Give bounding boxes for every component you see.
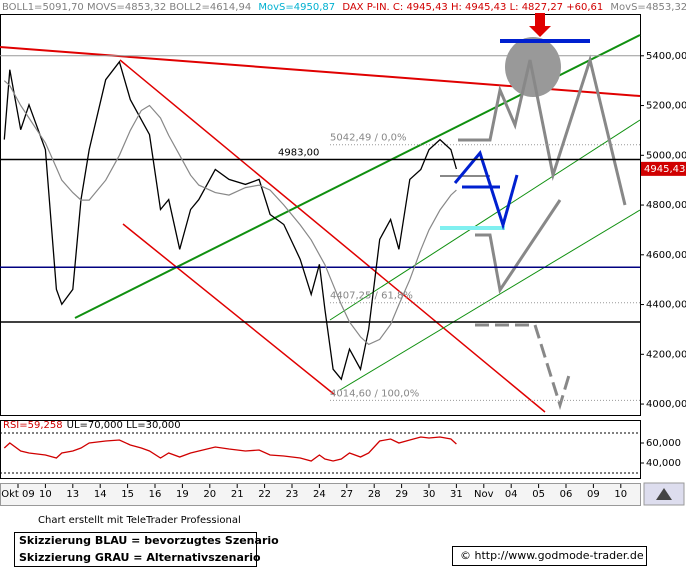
series-line (3, 60, 458, 381)
x-tick-label: 10 (614, 489, 627, 500)
header-part: MovS=4950,87 (258, 2, 335, 13)
x-tick-label: 13 (66, 489, 79, 500)
x-tick-label: 19 (176, 489, 189, 500)
series-line (3, 436, 457, 462)
x-tick-label: 23 (286, 489, 299, 500)
x-tick-label: 31 (450, 489, 463, 500)
trend-line (119, 59, 546, 413)
x-tick-label: 29 (395, 489, 408, 500)
x-tick-label: 15 (121, 489, 134, 500)
x-axis-strip (0, 483, 641, 506)
legend-box (14, 532, 257, 567)
target-zone (505, 37, 561, 97)
y-tick-label: 4800,00 (646, 200, 686, 211)
x-tick-label: 24 (313, 489, 326, 500)
rsi-title: RSI=59,258 UL=70,000 LL=30,000 (3, 420, 181, 431)
alt-scenario (475, 323, 572, 411)
last-price-label: 4945,43 (644, 164, 685, 175)
legend-line: Skizzierung BLAU = bevorzugtes Szenario (19, 534, 279, 547)
alt-scenario (475, 199, 562, 294)
x-tick-label: 22 (258, 489, 271, 500)
rsi-panel (0, 420, 641, 479)
level-label: 4983,00 (278, 148, 319, 159)
credit: Chart erstellt mit TeleTrader Profession… (38, 515, 241, 526)
copyright: © http://www.godmode-trader.de (460, 549, 644, 562)
x-tick-label: 20 (203, 489, 216, 500)
trend-line (122, 223, 336, 396)
x-tick-label: Okt 09 (1, 489, 35, 500)
y-tick-label: 5400,00 (646, 51, 686, 62)
level-label: 5042,49 / 0,0% (330, 133, 406, 144)
x-tick-label: 30 (423, 489, 436, 500)
arrow (529, 13, 551, 37)
trend-line (339, 209, 641, 391)
header-part: BOLL1=5091,70 MOVS=4853,32 BOLL2=4614,94 (2, 2, 251, 13)
x-tick-label: 04 (505, 489, 518, 500)
x-tick-label: Nov (474, 489, 494, 500)
level-label: 4407,25 / 61,8% (330, 291, 413, 302)
y-tick-label: 60,000 (646, 438, 681, 449)
x-tick-label: 10 (39, 489, 52, 500)
x-tick-label: 27 (340, 489, 353, 500)
x-tick-label: 28 (368, 489, 381, 500)
header-part: DAX P-IN. C: 4945,43 H: 4945,43 L: 4827,… (342, 2, 603, 13)
copyright-box (452, 546, 647, 566)
y-tick-label: 5000,00 (646, 150, 686, 161)
x-tick-label: 09 (587, 489, 600, 500)
y-tick-label: 4200,00 (646, 349, 686, 360)
last-price-box (641, 161, 686, 176)
header-text: BOLL1=5091,70 MOVS=4853,32 BOLL2=4614,94… (2, 2, 686, 13)
x-tick-label: 06 (560, 489, 573, 500)
button-icon (656, 488, 672, 500)
rsi-value: RSI=59,258 (3, 420, 63, 431)
alt-scenario (458, 54, 627, 206)
x-tick-label: 21 (231, 489, 244, 500)
level-label: 4014,60 / 100,0% (330, 388, 419, 399)
annotations (0, 13, 641, 413)
header-part: MovS=4853,32 (610, 2, 686, 13)
x-tick-label: 05 (532, 489, 545, 500)
trend-line (329, 119, 641, 321)
rsi-limits: UL=70,000 LL=30,000 (67, 420, 181, 431)
x-tick-label: 16 (149, 489, 162, 500)
y-tick-label: 5200,00 (646, 101, 686, 112)
series-line (3, 80, 457, 346)
x-tick-label: 14 (94, 489, 107, 500)
legend-line: Skizzierung GRAU = Alternativszenario (19, 551, 261, 564)
main-scenario (453, 149, 519, 231)
y-tick-label: 4600,00 (646, 250, 686, 261)
y-tick-label: 40,000 (646, 458, 681, 469)
y-tick-label: 4000,00 (646, 399, 686, 410)
y-tick-label: 4400,00 (646, 300, 686, 311)
